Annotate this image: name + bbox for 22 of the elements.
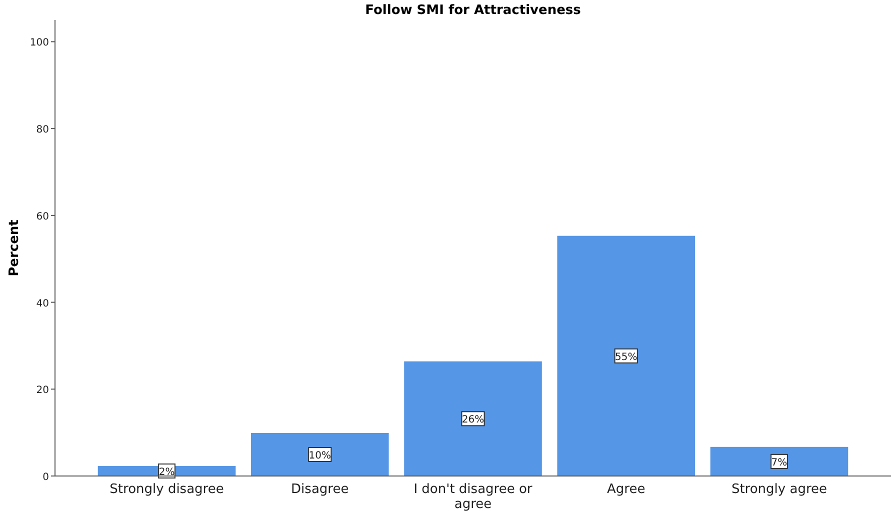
y-tick-label: 40 [36,298,49,310]
x-tick-label: I don't disagree or agree [414,482,533,512]
y-tick-label: 100 [30,38,49,49]
bar [557,236,696,476]
y-tick-label: 0 [42,472,49,483]
y-tick-label: 20 [36,385,49,396]
x-tick-label: Disagree [291,482,349,497]
chart-title: Follow SMI for Attractiveness [365,3,582,18]
x-tick-label: Strongly disagree [110,482,224,497]
x-tick-label: Agree [607,482,646,497]
data-label: 2% [158,467,175,478]
data-label: 7% [771,457,788,468]
x-tick-label: Strongly agree [731,482,828,497]
data-label: 55% [614,352,638,363]
y-tick-label: 60 [36,211,49,222]
y-tick-label: 80 [36,124,49,136]
y-axis-title: Percent [7,220,22,276]
bar [404,361,542,476]
data-label: 26% [462,414,484,426]
data-label: 10% [308,450,332,462]
bar [710,446,848,476]
bar [250,433,389,476]
